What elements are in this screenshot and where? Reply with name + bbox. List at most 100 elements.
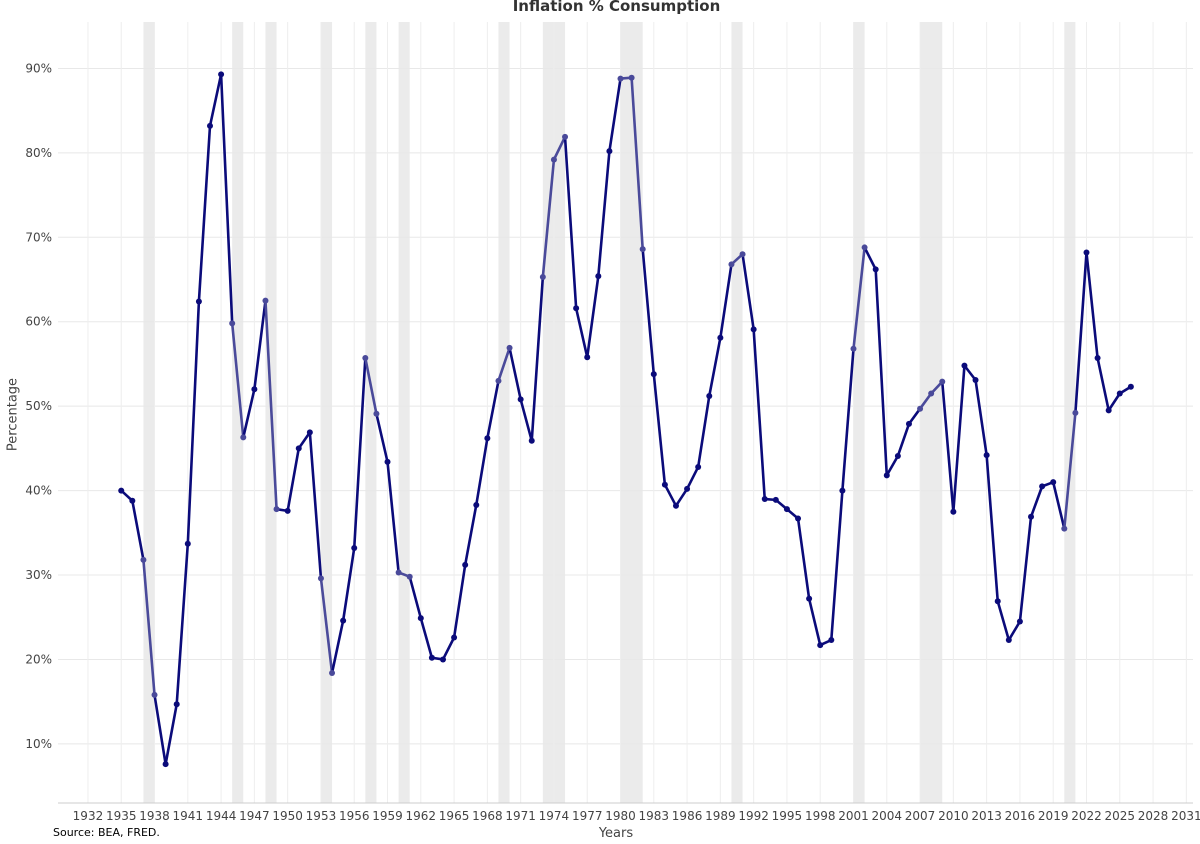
x-tick-label: 2004 <box>872 809 903 823</box>
data-point <box>317 575 324 582</box>
x-tick-label: 2010 <box>938 809 969 823</box>
series-segment <box>341 546 356 622</box>
series-segment <box>663 483 678 508</box>
series-segment <box>164 702 179 766</box>
data-point <box>539 273 546 280</box>
data-point <box>795 515 802 522</box>
data-point <box>1116 390 1123 397</box>
recession-band <box>731 22 743 803</box>
series-segment <box>674 487 689 508</box>
series-segment <box>142 558 156 697</box>
data-point <box>1050 479 1057 486</box>
recession-band <box>620 22 643 803</box>
series-segment <box>508 346 522 401</box>
data-point <box>406 573 413 580</box>
series-segment <box>386 460 400 574</box>
series-segment <box>1063 411 1077 530</box>
data-point <box>195 298 202 305</box>
series-segment <box>807 597 822 647</box>
data-point <box>717 334 724 341</box>
x-tick-label: 1965 <box>439 809 470 823</box>
data-point <box>750 326 757 333</box>
x-tick-label: 1956 <box>339 809 370 823</box>
recession-bands <box>143 22 1076 803</box>
series-segment <box>474 436 489 507</box>
data-point <box>828 637 835 644</box>
x-tick-label: 1953 <box>306 809 337 823</box>
series-segment <box>230 322 245 439</box>
data-point <box>584 354 591 361</box>
x-tick-label: 1977 <box>572 809 603 823</box>
data-point <box>684 485 691 492</box>
x-tick-label: 1947 <box>239 809 270 823</box>
x-tick-label: 1971 <box>505 809 536 823</box>
series-segment <box>896 422 911 458</box>
series-segment <box>219 73 234 325</box>
data-point <box>184 540 191 547</box>
x-axis-ticks: 1932 1935 1938 1941 1944 1947 1950 1953 1956 1959… <box>73 809 1200 823</box>
series-segment <box>186 300 201 546</box>
x-tick-label: 1980 <box>605 809 636 823</box>
series-segment <box>874 268 889 477</box>
series-segment <box>630 76 644 251</box>
data-point <box>517 396 524 403</box>
source-note: Source: BEA, FRED. <box>53 826 160 839</box>
series-segment <box>841 347 855 492</box>
series-segment <box>574 306 589 359</box>
data-point <box>695 463 702 470</box>
data-point <box>373 410 380 417</box>
x-tick-label: 1974 <box>539 809 570 823</box>
series-segment <box>940 380 955 514</box>
series-segment <box>852 246 866 351</box>
data-point <box>639 246 646 253</box>
series-segment <box>1029 485 1044 519</box>
data-point <box>528 437 535 444</box>
data-point <box>473 501 480 508</box>
data-point <box>462 561 469 568</box>
data-point <box>129 497 136 504</box>
series-segment <box>608 77 622 153</box>
series-segment <box>1007 620 1022 642</box>
recession-band <box>143 22 155 803</box>
data-point <box>384 458 391 465</box>
series-segment <box>585 274 600 359</box>
x-tick-label: 2013 <box>971 809 1002 823</box>
data-point <box>606 148 613 155</box>
data-point <box>839 487 846 494</box>
series-segment <box>197 124 212 303</box>
data-point <box>362 355 369 362</box>
data-point <box>917 405 924 412</box>
y-tick-label: 50% <box>25 399 52 413</box>
series-segment <box>352 356 367 550</box>
data-point <box>983 452 990 459</box>
data-point <box>329 669 336 676</box>
x-tick-label: 1932 <box>73 809 104 823</box>
series-segment <box>719 263 733 340</box>
series-segment <box>375 412 389 464</box>
recession-band <box>398 22 410 803</box>
data-point <box>806 595 813 602</box>
recession-band <box>498 22 510 803</box>
series-segment <box>685 465 700 491</box>
series-segment <box>1051 480 1066 530</box>
x-tick-label: 1995 <box>772 809 803 823</box>
x-tick-label: 2016 <box>1005 809 1036 823</box>
data-point <box>229 320 236 327</box>
series-segment <box>1096 356 1110 412</box>
x-tick-label: 1938 <box>139 809 170 823</box>
y-axis-ticks: 10% 20% 30% 40% 50% 60% 70% 80% 90% <box>25 61 52 750</box>
x-tick-label: 1941 <box>173 809 204 823</box>
series-segment <box>408 575 423 620</box>
data-point <box>451 634 458 641</box>
series-segment <box>963 364 977 382</box>
x-tick-label: 1986 <box>672 809 703 823</box>
data-point <box>1072 409 1079 416</box>
data-point <box>650 371 657 378</box>
data-point <box>872 266 879 273</box>
data-point <box>151 691 158 698</box>
x-tick-label: 2025 <box>1105 809 1136 823</box>
y-tick-label: 70% <box>25 230 52 244</box>
series-segment <box>1018 515 1033 623</box>
data-point <box>573 305 580 312</box>
